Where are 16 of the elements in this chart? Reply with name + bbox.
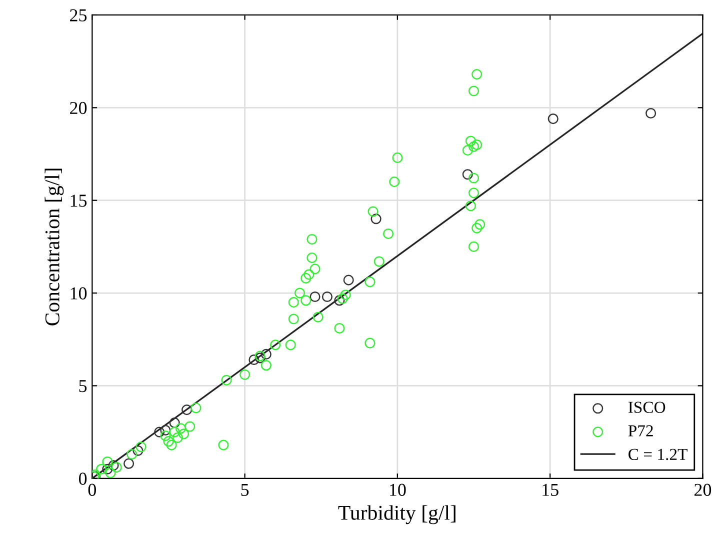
x-axis-title: Turbidity [g/l] xyxy=(338,505,456,524)
x-tick-label: 5 xyxy=(241,484,249,496)
legend-label: P72 xyxy=(628,425,653,436)
x-tick-label: 20 xyxy=(694,484,712,496)
y-tick-label: 10 xyxy=(70,287,87,300)
legend-label: C = 1.2T xyxy=(628,448,688,460)
legend-label: ISCO xyxy=(628,402,666,413)
y-axis-title: Concentration [g/l] xyxy=(44,168,64,326)
x-tick-label: 15 xyxy=(542,484,558,496)
x-tick-label: 0 xyxy=(88,484,96,496)
y-tick-label: 5 xyxy=(79,380,87,392)
y-tick-label: 20 xyxy=(70,102,87,114)
x-tick-label: 10 xyxy=(390,484,406,496)
y-tick-label: 25 xyxy=(70,9,87,22)
y-tick-label: 15 xyxy=(70,194,87,207)
y-tick-label: 0 xyxy=(78,472,87,485)
